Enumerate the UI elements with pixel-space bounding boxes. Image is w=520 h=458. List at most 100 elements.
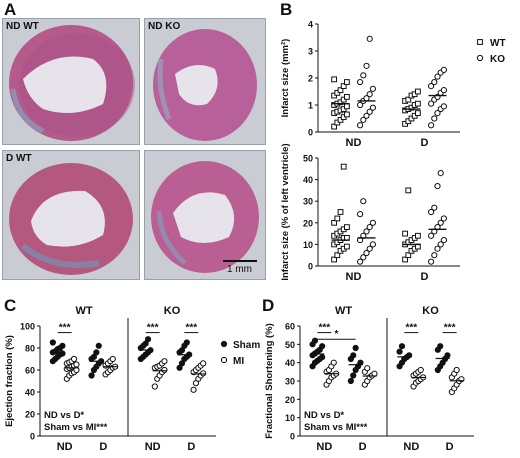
chart-d-point xyxy=(453,366,460,374)
panel-b-letter: B xyxy=(280,0,293,19)
lumen xyxy=(175,65,218,106)
chart-c-y-tick-label: 60 xyxy=(25,366,35,376)
chart-c-point xyxy=(161,358,168,365)
legend-marker xyxy=(220,340,228,348)
chart-b2-x-tick-label: D xyxy=(421,271,429,283)
chart-c-y-tick-label: 40 xyxy=(25,388,35,398)
chart-b1-point xyxy=(357,122,364,129)
heart-section-image xyxy=(151,161,259,273)
chart-d-x-tick-label: D xyxy=(359,441,367,453)
chart-d-point xyxy=(417,366,424,374)
chart-b2-point xyxy=(431,204,438,211)
chart-d-y-tick-label: 40 xyxy=(285,358,295,368)
legend-label: WT xyxy=(490,38,506,49)
chart-b2-point xyxy=(344,243,350,250)
chart-b2-point xyxy=(431,252,438,259)
heart-section-image xyxy=(9,163,133,275)
chart-d-y-tick-label: 30 xyxy=(285,377,295,387)
chart-b2-point xyxy=(331,256,338,263)
chart-b2-point xyxy=(434,182,441,190)
chart-b1-point xyxy=(360,72,367,79)
chart-d-subpanel-title: KO xyxy=(422,305,439,317)
chart-c-x-tick-label: ND xyxy=(57,441,73,453)
micrograph-d-wt: D WT xyxy=(2,150,140,280)
chart-b1-y-tick-label: 0 xyxy=(308,128,313,138)
chart-c-point xyxy=(49,339,56,346)
panel-c-letter: C xyxy=(4,296,17,315)
chart-c-point xyxy=(88,372,95,379)
micrograph-label: ND KO xyxy=(148,21,181,32)
chart-d-significance-label: * xyxy=(335,329,339,340)
chart-b1-point xyxy=(369,104,376,111)
chart-b1-point xyxy=(431,78,438,86)
chart-b1-point xyxy=(363,112,370,119)
chart-b1-point xyxy=(344,111,350,118)
chart-b2-x-tick-label: ND xyxy=(346,271,362,283)
chart-d-y-tick-label: 50 xyxy=(285,340,295,350)
chart-d-y-tick-label: 60 xyxy=(285,322,295,332)
chart-b2-point xyxy=(405,187,412,194)
chart-d-point xyxy=(319,354,326,361)
chart-b1-point xyxy=(440,66,447,74)
chart-d-point xyxy=(319,343,326,350)
chart-b2-point xyxy=(402,256,409,263)
lumen xyxy=(23,56,107,113)
legend-marker xyxy=(476,54,484,62)
chart-b1-point xyxy=(366,108,373,115)
chart-d-subpanel-title: WT xyxy=(335,305,352,317)
chart-b1-point xyxy=(363,62,370,69)
chart-c-y-label: Ejection fraction (%) xyxy=(4,335,15,427)
chart-b1-point xyxy=(428,122,435,129)
chart-c-annotation: ND vs D* xyxy=(44,410,84,421)
chart-b1-point xyxy=(357,101,364,109)
chart-b2-y-tick-label: 0 xyxy=(308,262,313,272)
scale-bar-label: 1 mm xyxy=(227,264,252,275)
chart-d-point xyxy=(311,337,319,344)
chart-d-y-tick-label: 0 xyxy=(290,432,295,442)
chart-b2-y-tick-label: 40 xyxy=(303,175,313,185)
chart-b2-point xyxy=(437,219,444,226)
chart-b1-point xyxy=(344,94,350,100)
chart-b2-point xyxy=(366,245,373,252)
chart-c-point xyxy=(109,355,116,363)
chart-b1-point xyxy=(366,91,373,98)
chart-d-significance-label: *** xyxy=(406,323,418,334)
chart-d-point xyxy=(396,348,403,355)
chart-b2-point xyxy=(415,232,421,239)
chart-b1-point xyxy=(415,88,421,95)
chart-c-point xyxy=(59,342,66,349)
chart-b1-y-tick-label: 1 xyxy=(308,101,313,111)
chart-b1-point xyxy=(344,79,350,85)
chart-c-point xyxy=(151,383,158,390)
chart-d-x-tick-label: ND xyxy=(316,441,332,453)
legend-marker xyxy=(220,356,228,364)
chart-b2-point xyxy=(363,249,370,257)
legend-label: MI xyxy=(233,356,244,367)
chart-c-x-tick-label: D xyxy=(99,441,107,453)
micrograph-label: ND WT xyxy=(6,21,39,32)
chart-d-point xyxy=(350,352,357,359)
chart-b1-point xyxy=(434,73,441,80)
chart-c-x-tick-label: ND xyxy=(145,441,161,453)
chart-b1-point xyxy=(415,110,421,116)
chart-c-point xyxy=(190,386,197,393)
chart-d-y-tick-label: 10 xyxy=(285,413,295,423)
chart-b2-point xyxy=(331,219,338,226)
chart-d-point xyxy=(330,359,337,366)
chart-b1-point xyxy=(428,100,435,107)
chart-c-point xyxy=(200,370,207,377)
chart-c-point xyxy=(73,361,80,368)
panel-d-letter: D xyxy=(262,296,275,315)
chart-d-point xyxy=(350,372,357,379)
chart-c-point xyxy=(200,360,207,367)
chart-b2-y-tick-label: 30 xyxy=(303,197,313,207)
lumen xyxy=(173,192,235,243)
chart-c-y-tick-label: 100 xyxy=(20,322,35,332)
chart-b2-y-tick-label: 10 xyxy=(303,240,313,250)
chart-c-point xyxy=(70,355,78,363)
chart-c-subpanel-title: WT xyxy=(75,305,92,317)
chart-c-point xyxy=(95,342,102,349)
panel-a-letter: A xyxy=(4,0,17,19)
chart-c-significance-label: *** xyxy=(186,323,198,334)
chart-d-point xyxy=(444,352,451,359)
